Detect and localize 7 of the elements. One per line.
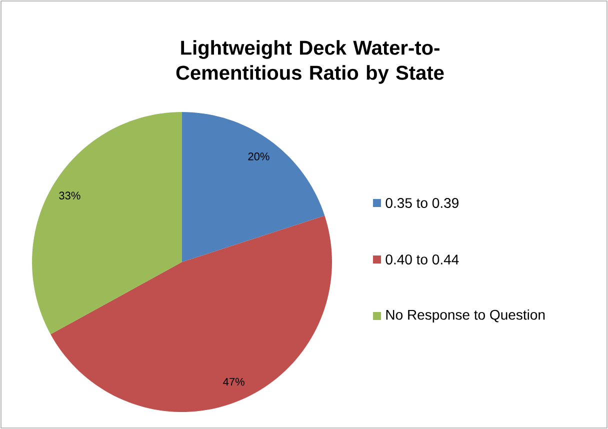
data-label: 47% xyxy=(223,378,244,386)
legend-label: No Response to Question xyxy=(386,309,545,323)
legend-label: 0.35 to 0.39 xyxy=(386,198,458,208)
chart-title: Lightweight Deck Water-to-Cementitious Ratio by State xyxy=(176,40,444,84)
data-label: 33% xyxy=(59,192,80,200)
legend-label: 0.40 to 0.44 xyxy=(386,254,459,264)
data-label: 20% xyxy=(248,152,270,160)
